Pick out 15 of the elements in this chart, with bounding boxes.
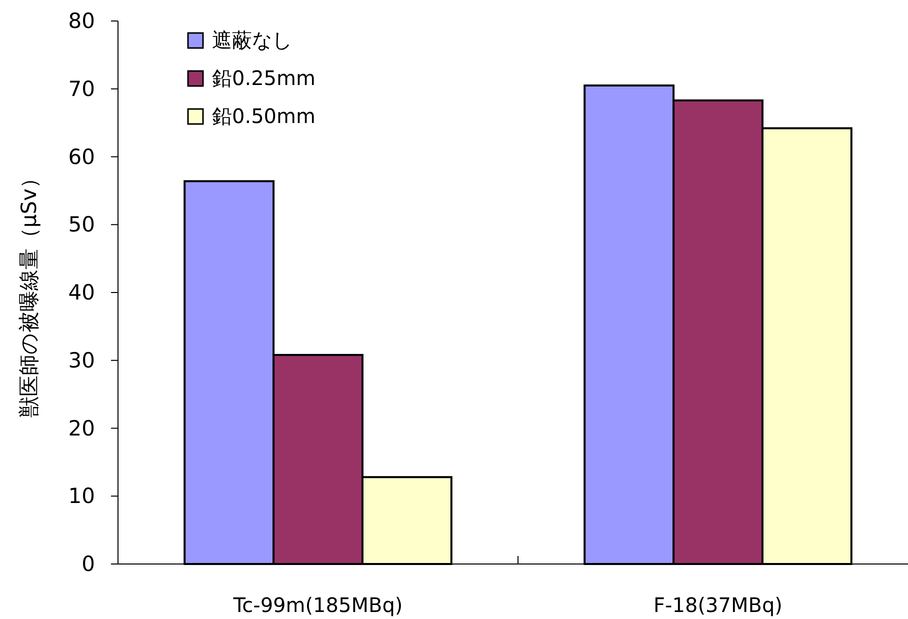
y-tick-label: 10 <box>68 484 95 508</box>
y-tick-label: 20 <box>68 416 95 440</box>
y-tick-label: 60 <box>68 144 95 169</box>
y-tick-label: 50 <box>68 212 95 237</box>
y-tick-label: 0 <box>82 552 95 576</box>
legend-label: 鉛0.25mm <box>212 66 316 90</box>
y-axis-title: 獣医師の被曝線量（μSv） <box>17 167 41 418</box>
y-tick-label: 80 <box>68 9 95 33</box>
y-tick-label: 30 <box>68 348 95 372</box>
legend-label: 鉛0.50mm <box>212 104 316 128</box>
x-tick-label: F-18(37MBq) <box>654 593 782 617</box>
legend-label: 遮蔽なし <box>212 28 292 52</box>
y-tick-label: 40 <box>68 280 95 304</box>
x-tick-label: Tc-99m(185MBq) <box>232 593 403 617</box>
y-tick-label: 70 <box>68 76 95 101</box>
